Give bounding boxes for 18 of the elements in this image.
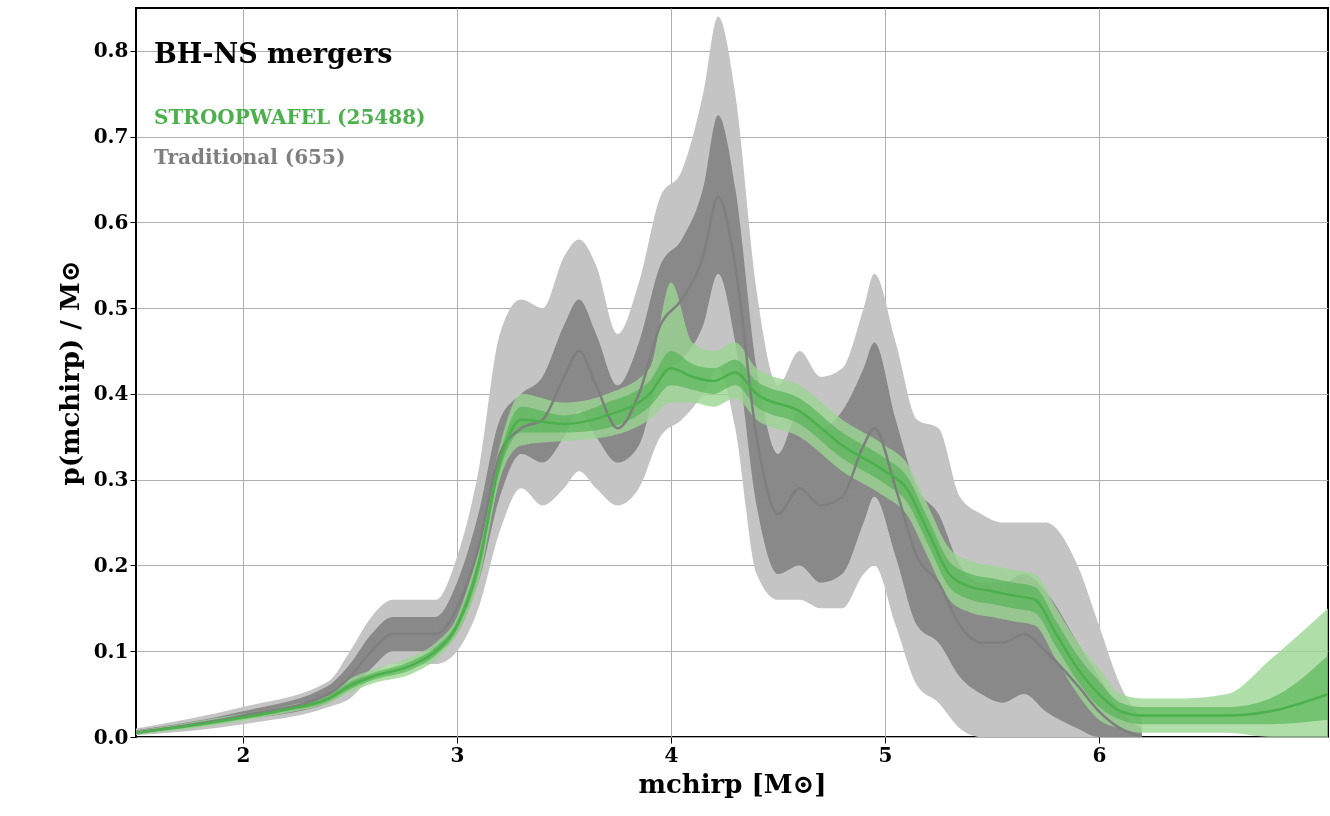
y-tick-label: 0.6 — [93, 209, 129, 234]
y-axis-title: p(mchirp) / M⊙ — [54, 260, 85, 486]
text: STROOPWAFEL (25488) — [154, 105, 426, 129]
x-tick-label: 3 — [450, 742, 465, 767]
x-axis-title: mchirp [M⊙] — [638, 768, 827, 799]
y-tick-label: 0.3 — [93, 467, 129, 492]
y-tick-label: 0.2 — [93, 552, 129, 577]
y-tick-label: 0.0 — [93, 724, 129, 749]
y-tick-label: 0.4 — [93, 381, 129, 406]
x-tick-label: 5 — [878, 742, 893, 767]
y-tick-label: 0.1 — [93, 638, 129, 663]
y-tick-label: 0.7 — [93, 124, 129, 149]
y-tick-label: 0.8 — [93, 38, 129, 63]
x-tick-label: 4 — [664, 742, 679, 767]
x-tick-label: 2 — [236, 742, 251, 767]
text: BH-NS mergers — [154, 38, 393, 69]
y-tick-label: 0.5 — [93, 295, 129, 320]
x-tick-label: 6 — [1092, 742, 1107, 767]
